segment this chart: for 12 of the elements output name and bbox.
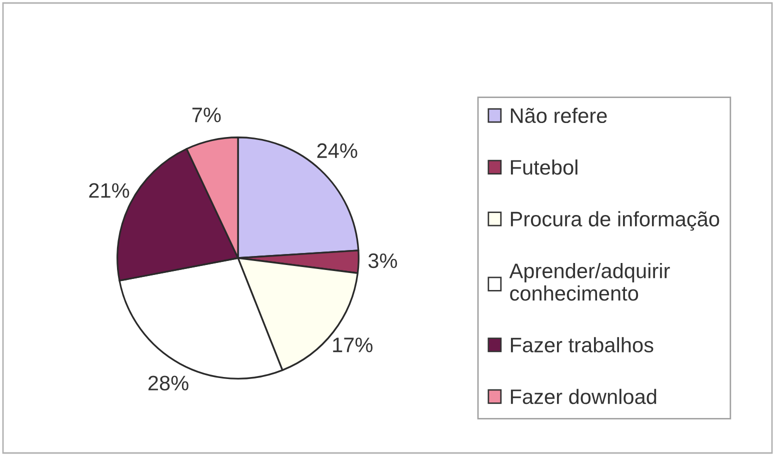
legend-label: Fazer download <box>510 388 656 404</box>
data-label: 7% <box>192 108 221 122</box>
data-label: 3% <box>368 253 398 268</box>
data-label: 21% <box>89 183 130 198</box>
legend-label: Não refere <box>510 108 607 124</box>
legend-label: Procura de informação <box>510 211 720 231</box>
data-label: 17% <box>333 338 372 352</box>
legend-label: Aprender/adquirir conhecimento <box>509 262 670 301</box>
legend-label: Futebol <box>510 159 578 175</box>
data-label: 28% <box>148 376 188 390</box>
data-label: 24% <box>317 143 358 158</box>
legend-label: Fazer trabalhos <box>510 337 654 352</box>
